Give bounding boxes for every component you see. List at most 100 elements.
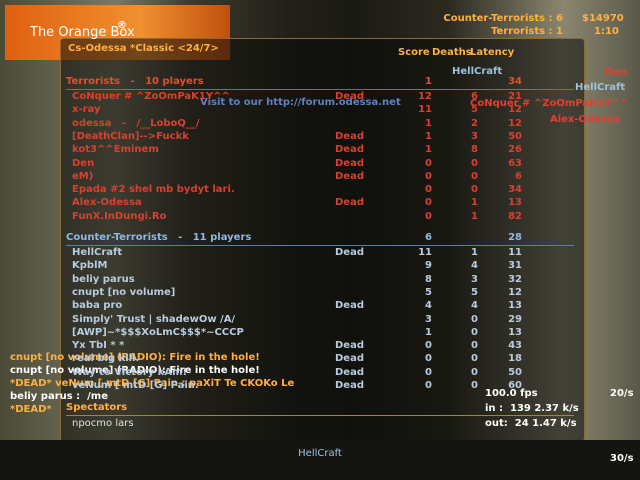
- player-status: Dead: [335, 380, 364, 391]
- player-deaths: 1: [471, 197, 478, 209]
- player-latency: 31: [508, 260, 522, 272]
- player-deaths: 3: [471, 130, 478, 142]
- player-name: Way to Victory kAm!: [72, 366, 188, 378]
- player-deaths: 0: [471, 170, 478, 182]
- netgraph-rate: 20/s: [610, 388, 634, 399]
- player-deaths: 2: [471, 117, 478, 129]
- player-name: cnupt [no volume]: [72, 286, 176, 298]
- killfeed-name: Alex-Odessa: [550, 114, 620, 125]
- t-score: Terrorists : 1: [491, 26, 563, 37]
- column-header: Score: [398, 47, 430, 58]
- player-deaths: 5: [471, 286, 478, 298]
- player-name: veNum [ mtD [G] Pain.: [72, 380, 199, 391]
- player-deaths: 5: [471, 104, 478, 116]
- player-score: 1: [425, 326, 432, 338]
- player-status: Dead: [335, 247, 364, 258]
- player-deaths: 0: [471, 184, 478, 196]
- player-deaths: 6: [471, 91, 478, 102]
- netgraph-fps: 100.0 fps: [485, 388, 538, 399]
- player-name: eM): [72, 170, 94, 182]
- player-deaths: 0: [471, 353, 478, 365]
- player-latency: 13: [508, 300, 522, 312]
- spectator-name: npocmo lars: [72, 418, 134, 429]
- player-latency: 50: [508, 130, 522, 142]
- team-score: 1: [425, 76, 432, 87]
- player-score: 1: [425, 144, 432, 156]
- player-status: Dead: [335, 157, 364, 169]
- player-name: Epada #2 shel mb bydyt lari.: [72, 184, 235, 196]
- column-header: Deaths: [432, 47, 472, 58]
- player-latency: 11: [508, 247, 522, 258]
- separator: [66, 89, 574, 90]
- player-latency: 60: [508, 380, 522, 391]
- player-score: 1: [425, 130, 432, 142]
- chat-line: *DEAD* veNum [ mtD [G] Pain : paXiT Te C…: [10, 378, 295, 389]
- player-name: Alex-Odessa: [72, 197, 142, 209]
- killfeed-name: HellCraft: [575, 82, 626, 93]
- player-status: Dead: [335, 366, 364, 378]
- timer: 1:10: [594, 26, 619, 37]
- player-latency: 29: [508, 313, 522, 325]
- player-deaths: 0: [471, 380, 478, 391]
- player-name: beliy parus: [72, 273, 135, 285]
- player-name: [AWP]~*$$$XoLmC$$$*~CCCP: [72, 326, 244, 338]
- team-latency: 28: [508, 232, 522, 243]
- player-score: 0: [425, 353, 432, 365]
- player-name: FunX.InDungi.Ro: [72, 210, 167, 222]
- player-status: Dead: [335, 170, 364, 182]
- money: $14970: [582, 13, 624, 24]
- killfeed-name: HellCraft: [452, 66, 503, 77]
- player-latency: 43: [508, 340, 522, 352]
- column-header: Latency: [470, 47, 515, 58]
- team-score: 6: [425, 232, 432, 243]
- player-name: Yx TbI * *: [72, 340, 125, 352]
- player-latency: 63: [508, 157, 522, 169]
- player-score: 11: [418, 247, 432, 258]
- ct-score: Counter-Terrorists : 6: [443, 13, 563, 24]
- server-name: Cs-Odessa *Classic <24/7>: [68, 43, 219, 54]
- player-score: 11: [418, 104, 432, 116]
- player-deaths: 0: [471, 326, 478, 338]
- chat-line: cnupt [no volume] (RADIO): Fire in the h…: [10, 352, 260, 363]
- player-score: 3: [425, 313, 432, 325]
- team-label: Terrorists - 10 players: [66, 76, 204, 87]
- spectators-label: Spectators: [66, 402, 128, 413]
- player-status: Dead: [335, 144, 364, 156]
- server-message: Visit to our http://forum.odessa.net: [200, 97, 401, 108]
- player-name: x-ray: [72, 104, 101, 116]
- player-name: CoNquer # ^ZoOmPaK1Y^^: [72, 91, 230, 102]
- player-latency: 32: [508, 273, 522, 285]
- player-latency: 21: [508, 91, 522, 102]
- scoreboard: [60, 38, 585, 442]
- separator: [66, 245, 574, 246]
- player-name: [DeathClan]-->Fuckk: [72, 130, 189, 142]
- player-latency: 6: [515, 170, 522, 182]
- player-score: 0: [425, 366, 432, 378]
- player-name: kot3^^Eminem: [72, 144, 159, 156]
- player-deaths: 4: [471, 300, 478, 312]
- player-deaths: 1: [471, 210, 478, 222]
- player-score: 0: [425, 184, 432, 196]
- player-name: KpblM: [72, 260, 108, 272]
- netgraph-in: in : 139 2.37 k/s: [485, 403, 579, 414]
- player-name: odessa - /__LoboQ__/: [72, 117, 200, 129]
- player-name: baba pro: [72, 300, 123, 312]
- player-score: 12: [418, 91, 432, 102]
- player-latency: 82: [508, 210, 522, 222]
- player-deaths: 4: [471, 260, 478, 272]
- player-status: Dead: [335, 130, 364, 142]
- player-score: 0: [425, 340, 432, 352]
- player-score: 0: [425, 157, 432, 169]
- player-score: 0: [425, 210, 432, 222]
- player-deaths: 0: [471, 313, 478, 325]
- killfeed-name: CoNquer # ^ZoOmPaK1Y^^: [470, 98, 628, 109]
- team-latency: 34: [508, 76, 522, 87]
- chat-line: cnupt [no volume] (RADIO): Fire in the h…: [10, 365, 260, 376]
- player-latency: 50: [508, 366, 522, 378]
- spectator-bar: [0, 440, 640, 480]
- player-score: 0: [425, 380, 432, 391]
- player-latency: 12: [508, 286, 522, 298]
- player-status: Dead: [335, 340, 364, 352]
- chat-line: beliy parus : /me: [10, 391, 109, 402]
- spectating: HellCraft: [298, 448, 342, 459]
